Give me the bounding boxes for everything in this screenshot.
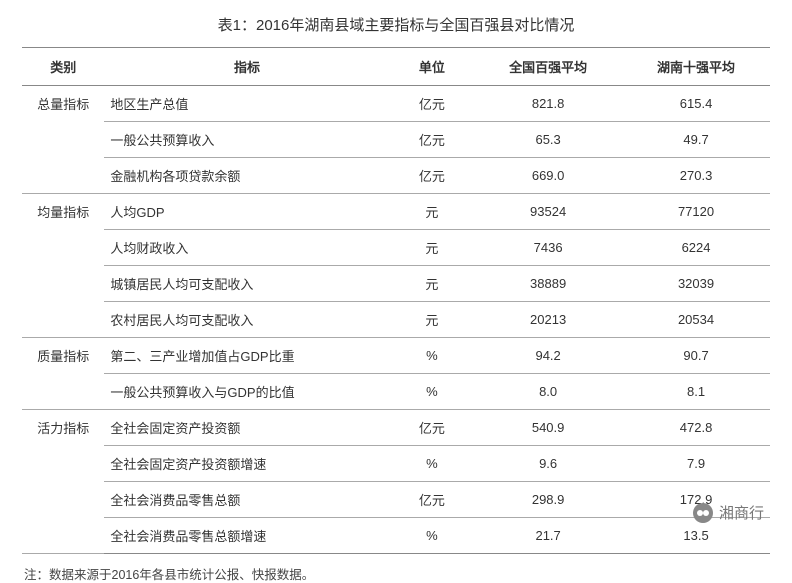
- indicator-cell: 全社会消费品零售总额增速: [104, 518, 389, 554]
- comparison-table: 类别 指标 单位 全国百强平均 湖南十强平均 总量指标地区生产总值亿元821.8…: [22, 47, 770, 554]
- unit-cell: 亿元: [390, 158, 475, 194]
- table-row: 一般公共预算收入亿元65.349.7: [22, 122, 770, 158]
- national-cell: 65.3: [474, 122, 622, 158]
- hunan-cell: 270.3: [622, 158, 770, 194]
- national-cell: 38889: [474, 266, 622, 302]
- national-cell: 669.0: [474, 158, 622, 194]
- hunan-cell: 20534: [622, 302, 770, 338]
- table-row: 质量指标第二、三产业增加值占GDP比重%94.290.7: [22, 338, 770, 374]
- unit-cell: 元: [390, 230, 475, 266]
- national-cell: 821.8: [474, 86, 622, 122]
- hunan-cell: 8.1: [622, 374, 770, 410]
- unit-cell: %: [390, 338, 475, 374]
- category-cell: 活力指标: [22, 410, 104, 554]
- national-cell: 540.9: [474, 410, 622, 446]
- unit-cell: 亿元: [390, 86, 475, 122]
- table-row: 金融机构各项贷款余额亿元669.0270.3: [22, 158, 770, 194]
- hunan-cell: 615.4: [622, 86, 770, 122]
- table-row: 农村居民人均可支配收入元2021320534: [22, 302, 770, 338]
- col-national: 全国百强平均: [474, 48, 622, 86]
- indicator-cell: 地区生产总值: [104, 86, 389, 122]
- category-cell: 均量指标: [22, 194, 104, 338]
- watermark-text: 湘商行: [719, 502, 764, 523]
- indicator-cell: 全社会固定资产投资额: [104, 410, 389, 446]
- table-header-row: 类别 指标 单位 全国百强平均 湖南十强平均: [22, 48, 770, 86]
- table-row: 总量指标地区生产总值亿元821.8615.4: [22, 86, 770, 122]
- category-cell: 总量指标: [22, 86, 104, 194]
- hunan-cell: 90.7: [622, 338, 770, 374]
- col-category: 类别: [22, 48, 104, 86]
- unit-cell: 元: [390, 194, 475, 230]
- indicator-cell: 一般公共预算收入: [104, 122, 389, 158]
- table-row: 城镇居民人均可支配收入元3888932039: [22, 266, 770, 302]
- indicator-cell: 农村居民人均可支配收入: [104, 302, 389, 338]
- watermark: 湘商行: [693, 502, 764, 523]
- indicator-cell: 城镇居民人均可支配收入: [104, 266, 389, 302]
- unit-cell: %: [390, 446, 475, 482]
- unit-cell: %: [390, 518, 475, 554]
- unit-cell: 亿元: [390, 482, 475, 518]
- category-cell: 质量指标: [22, 338, 104, 410]
- indicator-cell: 人均GDP: [104, 194, 389, 230]
- unit-cell: 元: [390, 266, 475, 302]
- indicator-cell: 一般公共预算收入与GDP的比值: [104, 374, 389, 410]
- unit-cell: 元: [390, 302, 475, 338]
- col-indicator: 指标: [104, 48, 389, 86]
- indicator-cell: 人均财政收入: [104, 230, 389, 266]
- indicator-cell: 全社会消费品零售总额: [104, 482, 389, 518]
- national-cell: 7436: [474, 230, 622, 266]
- national-cell: 20213: [474, 302, 622, 338]
- indicator-cell: 全社会固定资产投资额增速: [104, 446, 389, 482]
- hunan-cell: 472.8: [622, 410, 770, 446]
- national-cell: 94.2: [474, 338, 622, 374]
- indicator-cell: 第二、三产业增加值占GDP比重: [104, 338, 389, 374]
- national-cell: 9.6: [474, 446, 622, 482]
- table-row: 全社会消费品零售总额增速%21.713.5: [22, 518, 770, 554]
- national-cell: 93524: [474, 194, 622, 230]
- national-cell: 8.0: [474, 374, 622, 410]
- hunan-cell: 6224: [622, 230, 770, 266]
- unit-cell: %: [390, 374, 475, 410]
- col-unit: 单位: [390, 48, 475, 86]
- national-cell: 298.9: [474, 482, 622, 518]
- unit-cell: 亿元: [390, 410, 475, 446]
- table-note: 注：数据来源于2016年各县市统计公报、快报数据。: [22, 564, 770, 583]
- hunan-cell: 49.7: [622, 122, 770, 158]
- table-row: 一般公共预算收入与GDP的比值%8.08.1: [22, 374, 770, 410]
- hunan-cell: 77120: [622, 194, 770, 230]
- wechat-icon: [693, 503, 713, 523]
- national-cell: 21.7: [474, 518, 622, 554]
- table-row: 人均财政收入元74366224: [22, 230, 770, 266]
- table-row: 全社会固定资产投资额增速%9.67.9: [22, 446, 770, 482]
- hunan-cell: 7.9: [622, 446, 770, 482]
- col-hunan: 湖南十强平均: [622, 48, 770, 86]
- table-row: 全社会消费品零售总额亿元298.9172.9: [22, 482, 770, 518]
- table-row: 活力指标全社会固定资产投资额亿元540.9472.8: [22, 410, 770, 446]
- table-title: 表1：2016年湖南县域主要指标与全国百强县对比情况: [22, 14, 770, 35]
- table-row: 均量指标人均GDP元9352477120: [22, 194, 770, 230]
- hunan-cell: 32039: [622, 266, 770, 302]
- unit-cell: 亿元: [390, 122, 475, 158]
- indicator-cell: 金融机构各项贷款余额: [104, 158, 389, 194]
